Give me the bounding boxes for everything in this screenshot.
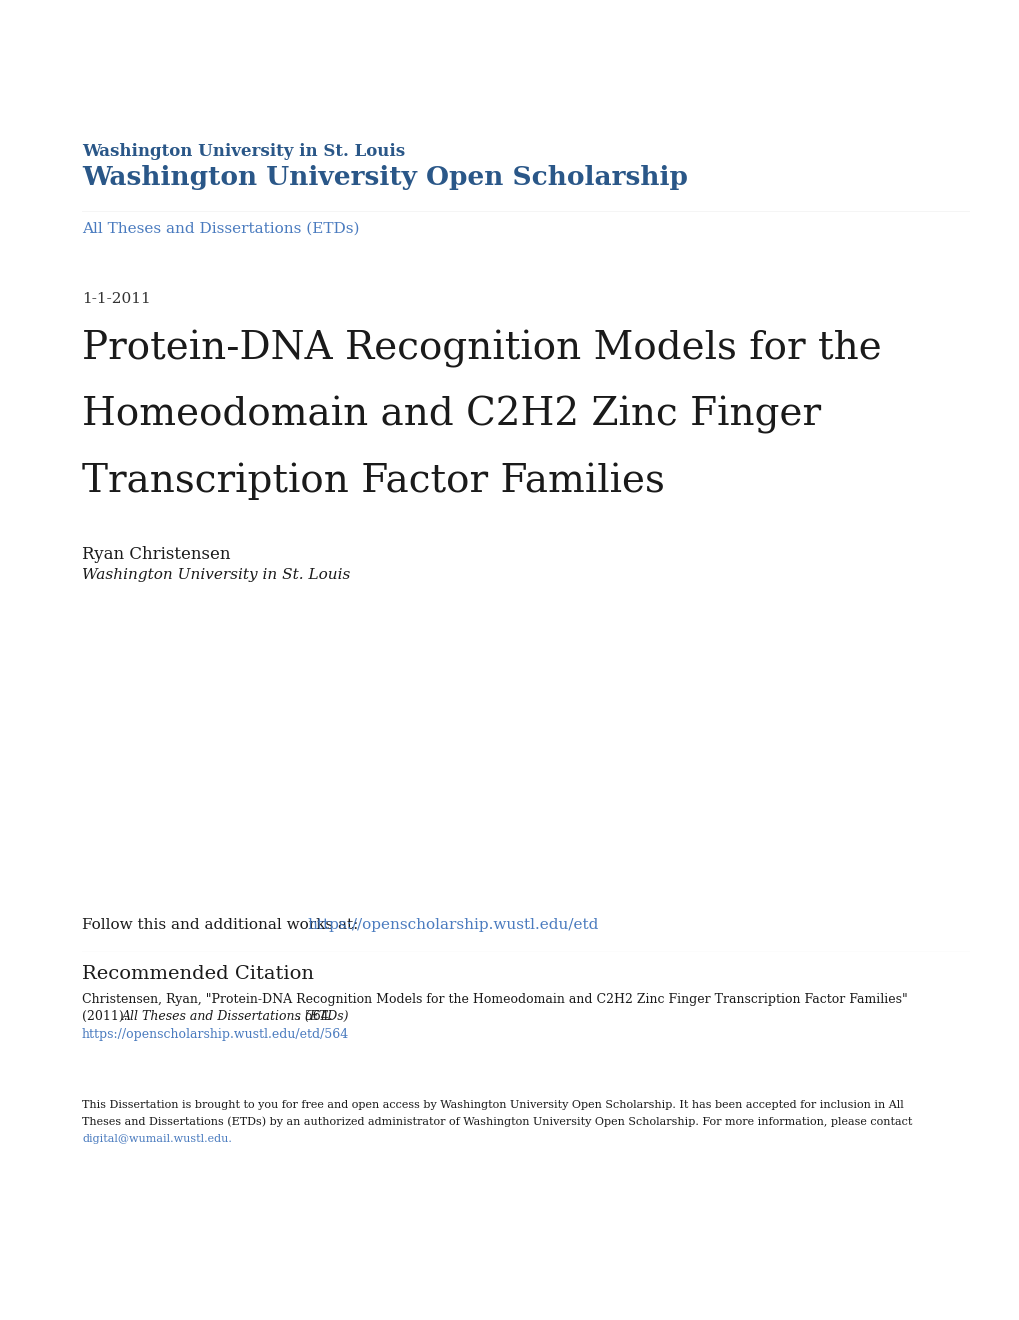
Text: Washington University in St. Louis: Washington University in St. Louis [82,568,351,582]
Text: https://openscholarship.wustl.edu/etd/564: https://openscholarship.wustl.edu/etd/56… [82,1028,348,1041]
Text: Recommended Citation: Recommended Citation [82,965,314,983]
Text: Protein-DNA Recognition Models for the: Protein-DNA Recognition Models for the [82,330,880,368]
Text: https://openscholarship.wustl.edu/etd: https://openscholarship.wustl.edu/etd [308,917,598,932]
Text: Theses and Dissertations (ETDs) by an authorized administrator of Washington Uni: Theses and Dissertations (ETDs) by an au… [82,1115,911,1126]
Text: Homeodomain and C2H2 Zinc Finger: Homeodomain and C2H2 Zinc Finger [82,396,820,434]
Text: digital@wumail.wustl.edu.: digital@wumail.wustl.edu. [82,1134,231,1144]
Text: Follow this and additional works at:: Follow this and additional works at: [82,917,363,932]
Text: This Dissertation is brought to you for free and open access by Washington Unive: This Dissertation is brought to you for … [82,1100,903,1110]
Text: Washington University in St. Louis: Washington University in St. Louis [82,143,405,160]
Text: Ryan Christensen: Ryan Christensen [82,546,230,564]
Text: All Theses and Dissertations (ETDs): All Theses and Dissertations (ETDs) [82,222,359,236]
Text: 1-1-2011: 1-1-2011 [82,292,151,306]
Text: Christensen, Ryan, "Protein-DNA Recognition Models for the Homeodomain and C2H2 : Christensen, Ryan, "Protein-DNA Recognit… [82,993,907,1006]
Text: Transcription Factor Families: Transcription Factor Families [82,462,664,499]
Text: . 564.: . 564. [297,1010,332,1023]
Text: (2011).: (2011). [82,1010,131,1023]
Text: All Theses and Dissertations (ETDs): All Theses and Dissertations (ETDs) [122,1010,350,1023]
Text: Washington University Open Scholarship: Washington University Open Scholarship [82,165,687,190]
